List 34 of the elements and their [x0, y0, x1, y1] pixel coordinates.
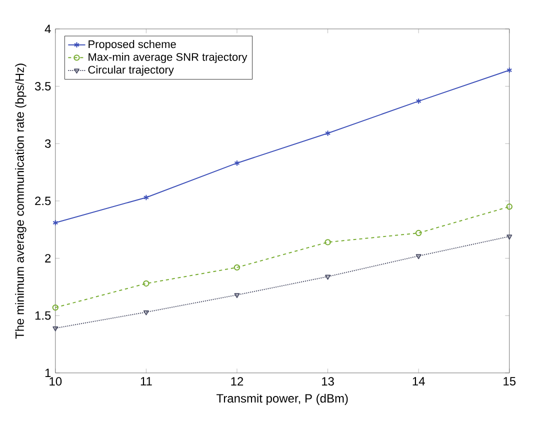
- point: [325, 274, 331, 280]
- point: [234, 160, 240, 166]
- x-tick-label: 13: [322, 377, 334, 386]
- point: [52, 304, 58, 311]
- point: [324, 239, 331, 246]
- point: [416, 254, 422, 260]
- y-tick-label: 1: [45, 368, 51, 378]
- y-tick-label: 3: [44, 139, 51, 148]
- y-tick-label: 4: [44, 24, 51, 34]
- legend-label: Proposed scheme: [88, 40, 176, 50]
- point: [415, 230, 422, 236]
- x-tick-label: 15: [504, 377, 516, 386]
- point: [143, 310, 149, 316]
- point: [506, 204, 512, 210]
- point: [52, 326, 58, 332]
- y-tick-label: 3.5: [34, 82, 51, 91]
- x-tick-label: 11: [140, 377, 152, 386]
- y-tick-label: 2.5: [35, 196, 51, 206]
- x-tick-label: 14: [412, 377, 425, 386]
- point: [234, 293, 240, 298]
- legend-label: Max-min average SNR trajectory: [88, 52, 248, 64]
- x-tick-label: 10: [50, 377, 62, 386]
- point: [506, 234, 512, 240]
- point: [325, 130, 331, 136]
- point: [416, 98, 422, 104]
- y-axis-title: The minimum average communication rate (bps/Hz): [15, 64, 26, 339]
- legend-label: Circular trajectory: [88, 66, 174, 76]
- point: [143, 194, 149, 201]
- x-tick-label: 12: [231, 377, 244, 386]
- y-tick-label: 2: [45, 254, 51, 262]
- y-tick-label: 1.5: [35, 311, 51, 320]
- x-axis-title: Transmit power, P (dBm): [216, 394, 348, 406]
- point: [143, 280, 150, 287]
- point: [234, 264, 240, 271]
